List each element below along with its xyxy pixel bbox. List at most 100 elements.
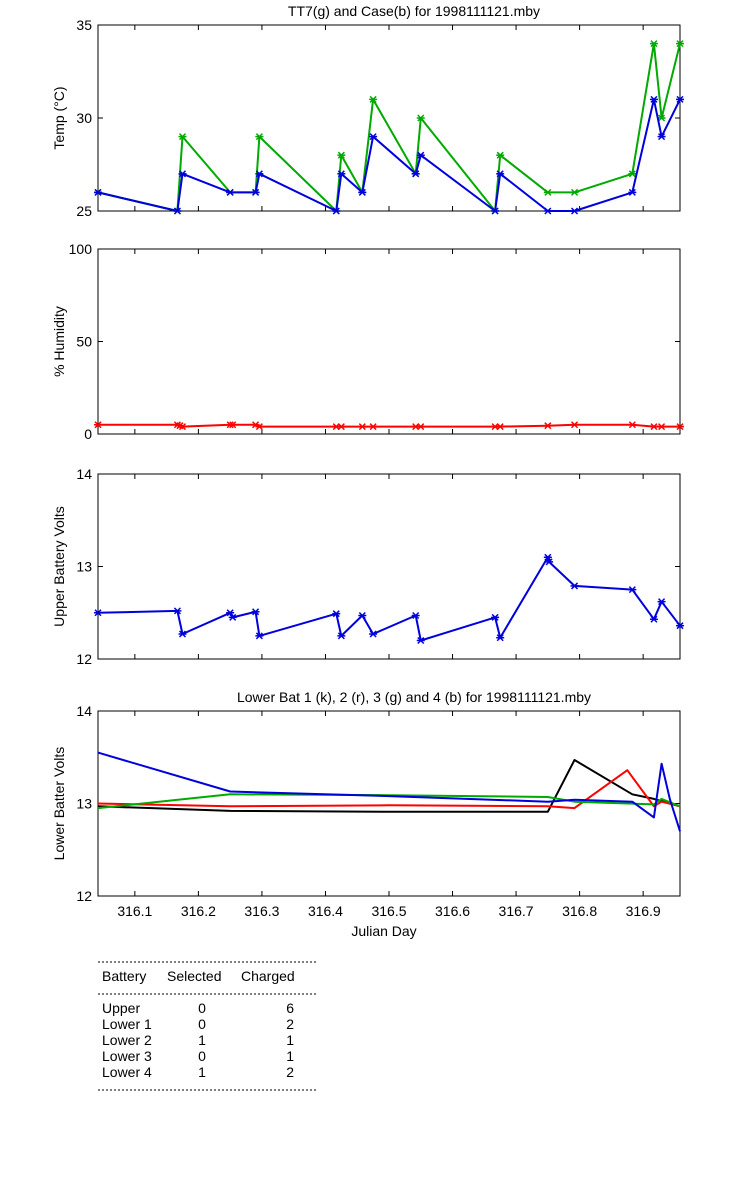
table-cell-battery: Lower 3 <box>102 1048 152 1064</box>
data-point <box>178 170 187 178</box>
y-axis-label: Temp (°C) <box>51 86 67 149</box>
data-point <box>411 611 420 620</box>
data-point <box>332 207 341 215</box>
data-point <box>657 114 666 122</box>
table-cell-charged: 2 <box>286 1016 294 1032</box>
data-point <box>94 188 102 196</box>
data-point <box>411 170 420 178</box>
chart-panel-2: % Humidity 0 50 100 <box>51 241 684 442</box>
y-tick-label: 30 <box>76 110 92 126</box>
data-point <box>416 114 425 122</box>
data-point <box>178 630 187 638</box>
data-point <box>628 188 637 196</box>
data-point <box>570 421 579 429</box>
x-tick-label: 316.9 <box>626 903 661 919</box>
data-point <box>178 133 187 141</box>
data-point <box>496 423 505 431</box>
data-point <box>545 558 554 566</box>
data-point <box>649 95 658 103</box>
series-line-r <box>98 423 680 428</box>
x-tick-label: 316.3 <box>244 903 279 919</box>
data-point <box>657 598 666 606</box>
x-axis-label: Julian Day <box>351 923 416 939</box>
data-point <box>358 611 367 620</box>
series-line-k <box>97 759 681 813</box>
data-point <box>657 423 666 431</box>
chart-panel-4: Lower Bat 1 (k), 2 (r), 3 (g) and 4 (b) … <box>51 689 681 939</box>
data-point <box>255 133 264 141</box>
data-point <box>369 95 378 103</box>
data-point <box>570 582 579 590</box>
data-point <box>173 607 182 615</box>
table-cell-selected: 1 <box>198 1032 206 1048</box>
y-tick-label: 35 <box>76 17 92 33</box>
series-line-b <box>97 98 681 212</box>
data-point <box>337 170 346 178</box>
data-point <box>251 608 260 616</box>
data-point <box>358 423 367 431</box>
plot-frame <box>97 248 681 435</box>
data-point <box>228 421 237 429</box>
series-line-r <box>97 769 681 810</box>
y-tick-label: 14 <box>76 466 92 482</box>
chart-panel-1: TT7(g) and Case(b) for 1998111121.mby Tem… <box>51 3 684 219</box>
x-tick-label: 316.2 <box>181 903 216 919</box>
data-point <box>649 615 658 623</box>
chart-title: TT7(g) and Case(b) for 1998111121.mby <box>288 3 540 19</box>
data-point <box>226 609 235 617</box>
plot-frame <box>97 24 681 212</box>
battery-table: Battery Selected Charged Upper 0 6 Lower 1 0 2 Lo… <box>98 961 318 1091</box>
data-point <box>255 423 264 431</box>
plot-frame <box>97 710 681 897</box>
data-point <box>251 188 260 196</box>
table-cell-selected: 1 <box>198 1064 206 1080</box>
data-point <box>226 188 235 196</box>
table-header: Charged <box>241 968 295 984</box>
y-axis-label: Upper Battery Volts <box>51 506 67 627</box>
data-point <box>369 133 378 141</box>
data-point <box>676 95 684 103</box>
table-cell-battery: Lower 2 <box>102 1032 152 1048</box>
y-tick-label: 12 <box>76 651 92 667</box>
data-point <box>543 422 552 430</box>
x-tick-label: 316.1 <box>117 903 152 919</box>
y-tick-label: 14 <box>76 703 92 719</box>
data-point <box>416 636 425 645</box>
table-header: Battery <box>102 968 146 984</box>
table-cell-battery: Lower 1 <box>102 1016 152 1032</box>
table-cell-charged: 6 <box>286 1000 294 1016</box>
y-axis-label: Lower Batter Volts <box>51 747 67 861</box>
y-tick-label: 25 <box>76 203 92 219</box>
data-point <box>543 188 552 196</box>
series-line-g <box>97 42 681 212</box>
data-point <box>628 586 637 594</box>
data-point <box>676 40 684 48</box>
data-point <box>570 188 579 196</box>
data-point <box>94 421 102 429</box>
data-point <box>337 151 346 159</box>
series-line-g <box>97 793 681 810</box>
table-cell-battery: Lower 4 <box>102 1064 152 1080</box>
data-point <box>337 423 346 431</box>
chart-panel-3: Upper Battery Volts 12 13 14 <box>51 466 684 667</box>
data-point <box>173 207 182 215</box>
data-point <box>491 613 500 621</box>
y-tick-label: 13 <box>76 796 92 812</box>
data-point <box>178 423 187 431</box>
data-point <box>649 423 658 431</box>
y-axis-label: % Humidity <box>51 306 67 377</box>
chart-title: Lower Bat 1 (k), 2 (r), 3 (g) and 4 (b) … <box>237 689 591 705</box>
data-point <box>496 634 505 642</box>
data-point <box>255 632 264 640</box>
data-point <box>676 423 684 431</box>
data-point <box>337 632 346 640</box>
data-point <box>228 613 237 621</box>
y-tick-label: 12 <box>76 888 92 904</box>
x-tick-label: 316.5 <box>371 903 406 919</box>
data-point <box>657 133 666 141</box>
data-point <box>416 151 425 159</box>
table-cell-selected: 0 <box>198 1048 206 1064</box>
table-cell-charged: 1 <box>286 1032 294 1048</box>
data-point <box>491 207 500 215</box>
